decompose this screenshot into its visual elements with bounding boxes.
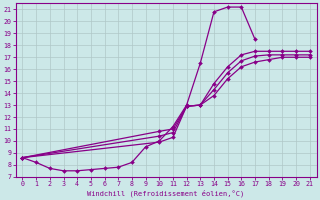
X-axis label: Windchill (Refroidissement éolien,°C): Windchill (Refroidissement éolien,°C) bbox=[87, 189, 245, 197]
